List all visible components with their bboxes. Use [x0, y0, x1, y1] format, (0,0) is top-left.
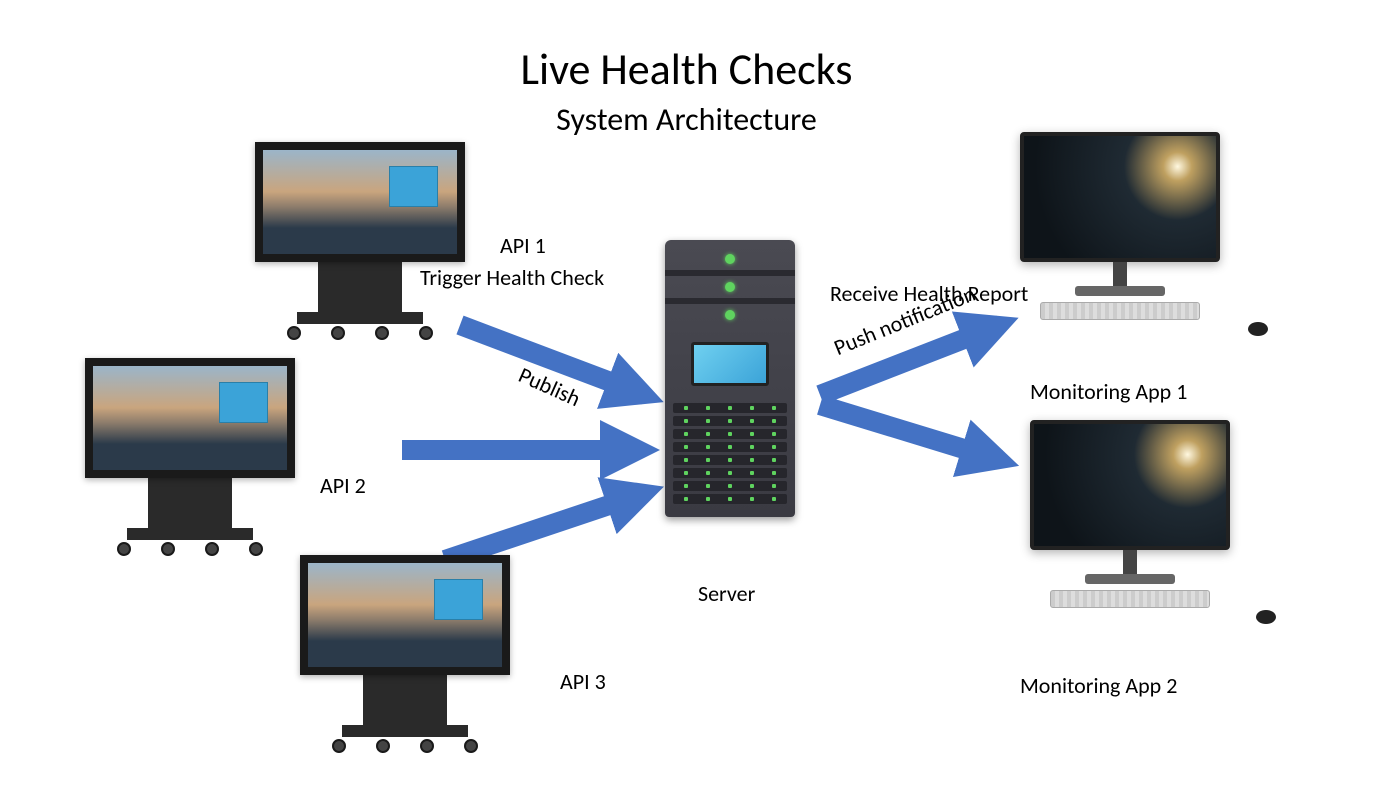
display-stand-icon: [318, 262, 402, 312]
arrow-api3-server: [445, 493, 645, 560]
mouse-icon: [1248, 322, 1268, 336]
display-wheels-icon: [117, 542, 264, 556]
screen-widget-icon: [434, 579, 483, 621]
display-screen-icon: [255, 142, 465, 262]
display-screen-icon: [300, 555, 510, 675]
api1-label: API 1: [500, 232, 546, 259]
screen-widget-icon: [389, 166, 438, 208]
monitor-foot-icon: [1075, 286, 1165, 296]
screen-widget-icon: [219, 382, 268, 424]
mon1-label: Monitoring App 1: [1030, 378, 1187, 405]
display-base-icon: [127, 528, 253, 540]
api3-label: API 3: [560, 668, 606, 695]
monitor-screen-icon: [1020, 132, 1220, 262]
display-stand-icon: [363, 675, 447, 725]
mouse-icon: [1256, 610, 1276, 624]
display-wheels-icon: [287, 326, 434, 340]
arrow-server-mon2: [820, 405, 1000, 460]
display-wheels-icon: [332, 739, 479, 753]
monitor-screen-icon: [1030, 420, 1230, 550]
monitor-neck-icon: [1123, 550, 1137, 574]
api2-node: [85, 358, 295, 556]
edge-toplabel-3: Receive Health Report: [830, 280, 1028, 307]
api2-label: API 2: [320, 472, 366, 499]
mon2-label: Monitoring App 2: [1020, 672, 1177, 699]
mon1-node: [1020, 132, 1220, 320]
api1-sublabel: Trigger Health Check: [420, 264, 604, 291]
display-screen-icon: [85, 358, 295, 478]
display-stand-icon: [148, 478, 232, 528]
api3-node: [300, 555, 510, 753]
server-label: Server: [698, 580, 755, 607]
server-screen-icon: [691, 342, 769, 386]
mon2-node: [1030, 420, 1230, 608]
server-icon: [665, 240, 795, 517]
monitor-neck-icon: [1113, 262, 1127, 286]
server-node: [665, 240, 795, 517]
keyboard-icon: [1040, 302, 1200, 320]
display-base-icon: [297, 312, 423, 324]
keyboard-icon: [1050, 590, 1210, 608]
display-base-icon: [342, 725, 468, 737]
api1-node: [255, 142, 465, 340]
monitor-foot-icon: [1085, 574, 1175, 584]
